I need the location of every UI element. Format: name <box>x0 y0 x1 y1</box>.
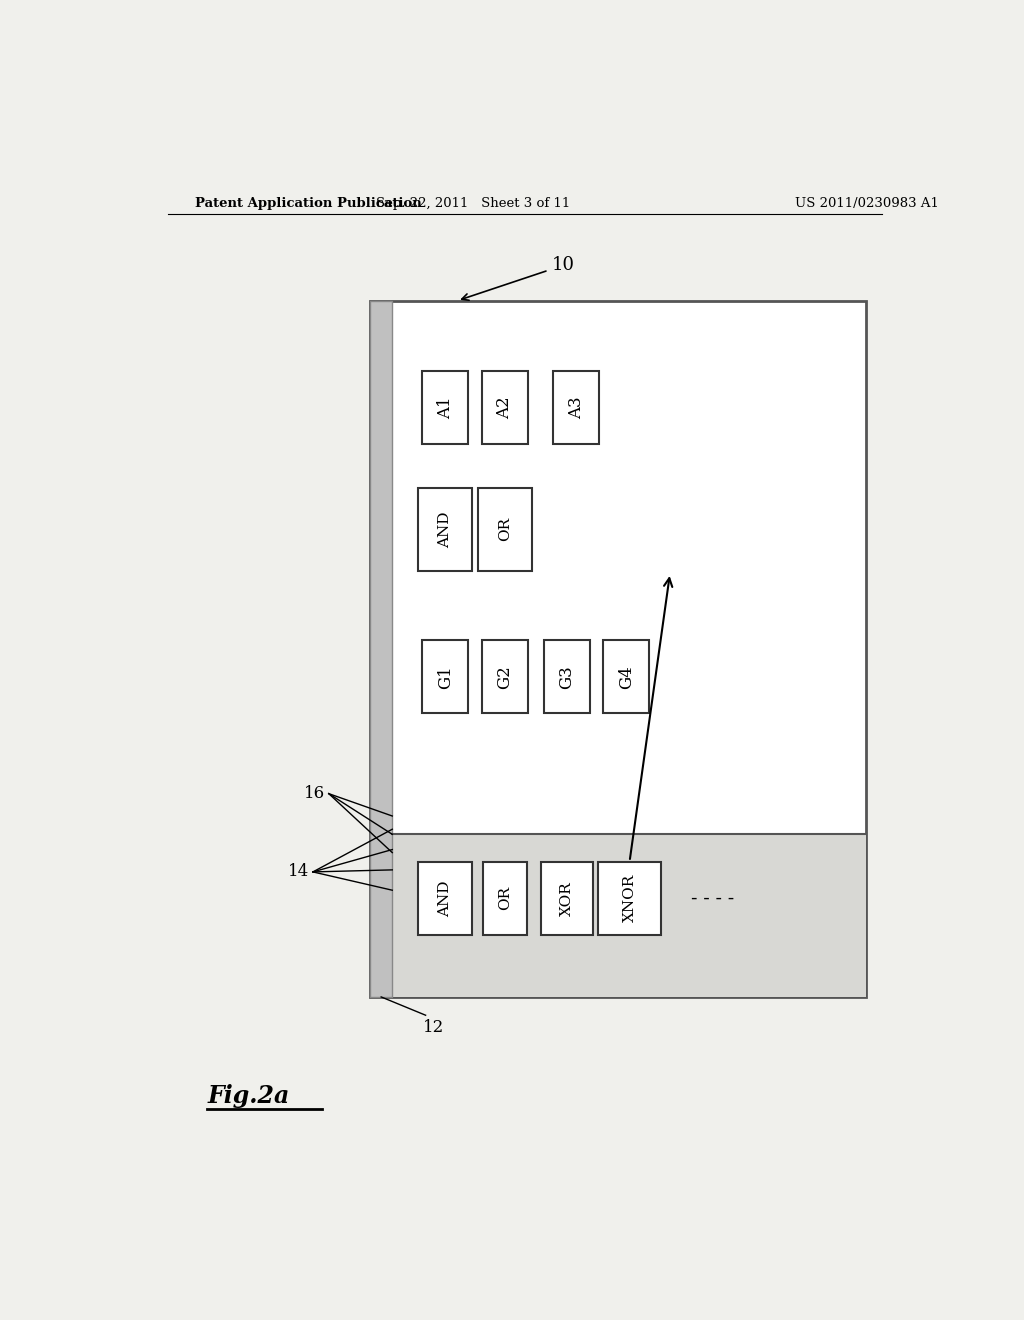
Bar <box>483 862 526 935</box>
Bar <box>370 301 392 997</box>
Text: OR: OR <box>498 517 512 541</box>
Text: 16: 16 <box>304 785 325 803</box>
Text: G1: G1 <box>437 665 454 689</box>
Bar <box>482 371 528 444</box>
Text: US 2011/0230983 A1: US 2011/0230983 A1 <box>795 197 939 210</box>
Bar <box>544 640 590 713</box>
Bar <box>419 862 472 935</box>
Bar <box>392 834 866 997</box>
Bar <box>423 371 468 444</box>
Text: 12: 12 <box>423 1019 444 1036</box>
Text: A3: A3 <box>568 396 585 418</box>
Bar <box>370 301 866 997</box>
Text: XNOR: XNOR <box>623 874 637 923</box>
Text: OR: OR <box>498 886 512 911</box>
Bar <box>603 640 649 713</box>
Text: Patent Application Publication: Patent Application Publication <box>196 197 422 210</box>
Bar <box>482 640 528 713</box>
Text: Sep. 22, 2011   Sheet 3 of 11: Sep. 22, 2011 Sheet 3 of 11 <box>376 197 570 210</box>
Text: A1: A1 <box>437 396 454 418</box>
Text: AND: AND <box>438 511 453 548</box>
Text: Fig.2a: Fig.2a <box>207 1084 290 1107</box>
Bar <box>423 640 468 713</box>
Text: A2: A2 <box>497 396 513 418</box>
Bar <box>419 487 472 572</box>
Text: G3: G3 <box>558 665 575 689</box>
Bar <box>478 487 531 572</box>
Bar <box>541 862 593 935</box>
Text: XOR: XOR <box>560 880 573 916</box>
Bar <box>553 371 599 444</box>
Text: - - - -: - - - - <box>691 890 734 907</box>
Text: 10: 10 <box>551 256 574 275</box>
Text: AND: AND <box>438 880 453 916</box>
Bar <box>598 862 662 935</box>
Text: G2: G2 <box>497 665 513 689</box>
Text: 14: 14 <box>288 863 309 880</box>
Text: G4: G4 <box>617 665 635 689</box>
